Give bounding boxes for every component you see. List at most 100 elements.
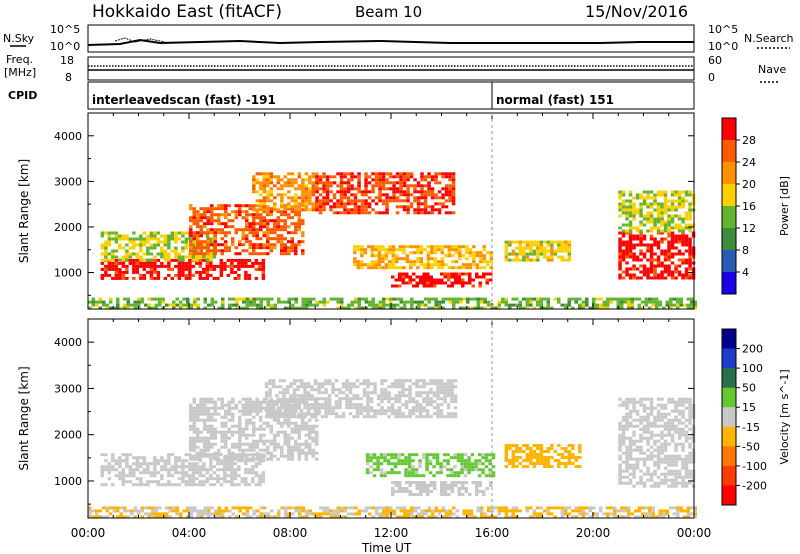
velocity-cell [192,457,196,461]
velocity-cell [621,427,626,431]
velocity-cell [125,462,129,466]
velocity-cell [653,433,657,437]
power-cell [261,261,266,265]
power-cell [266,213,270,217]
velocity-cell [192,415,196,419]
power-cell [261,264,266,268]
velocity-cell [656,460,661,464]
velocity-cell [245,427,249,431]
power-cell [149,243,154,247]
velocity-cell [333,509,337,513]
power-cell [262,222,266,226]
velocity-cell [297,457,301,461]
power-cell [283,228,287,232]
power-cell [377,263,382,267]
power-cell [111,258,115,262]
velocity-cell [663,472,668,476]
power-cell [406,184,410,188]
velocity-cell [343,509,347,513]
velocity-cell [639,445,643,449]
power-cell [343,196,347,200]
velocity-cell [224,439,228,443]
velocity-cell [347,512,351,516]
power-cell [405,254,410,258]
power-cell [266,225,270,229]
power-cell [160,264,164,268]
power-cell [451,178,456,182]
power-cell [649,217,654,221]
power-cell [444,245,448,249]
velocity-cell [227,436,231,440]
velocity-cell [202,483,206,487]
velocity-cell [88,506,92,510]
velocity-cell [203,424,207,428]
velocity-cell [453,385,458,389]
power-cell [522,252,526,256]
velocity-cell [539,459,544,462]
velocity-cell [667,418,671,422]
power-cell [635,211,640,215]
velocity-cell [663,421,668,425]
power-cell [361,297,365,301]
velocity-cell [139,471,143,475]
velocity-cell [567,444,572,447]
velocity-cell [133,506,137,510]
power-cell [634,297,638,301]
power-cell [266,208,270,212]
velocity-cell [546,465,551,468]
power-cell [297,225,301,229]
velocity-cell [670,397,675,401]
power-cell [356,266,361,270]
power-cell [489,257,494,261]
velocity-cell [245,512,249,516]
power-cell [667,249,671,253]
velocity-cell [196,409,200,413]
velocity-cell [153,480,157,484]
power-cell [684,240,689,244]
power-cell [423,178,428,182]
velocity-cell [276,421,280,425]
power-cell [567,258,572,262]
velocity-cell [660,481,664,485]
velocity-cell [268,391,272,395]
velocity-cell [189,409,193,413]
power-cell [553,252,558,256]
power-cell [448,172,452,176]
velocity-cell [618,475,622,479]
velocity-cell [324,406,328,410]
power-cell [224,222,228,226]
velocity-cell [188,465,192,469]
velocity-cell [213,436,217,440]
velocity-cell [170,453,175,457]
power-cell [364,190,368,194]
power-cell [472,257,476,261]
velocity-cell [398,484,402,487]
power-cell [219,264,224,268]
velocity-cell [418,391,423,395]
velocity-cell [301,515,305,519]
velocity-cell [422,397,426,401]
power-cell [107,234,112,238]
velocity-cell [508,447,512,450]
velocity-cell [539,444,544,447]
power-cell [448,190,452,194]
power-cell [515,258,519,262]
power-cell [497,303,501,307]
power-cell [256,297,260,301]
velocity-cell [227,406,231,410]
velocity-cell [439,388,444,392]
velocity-cell [329,512,333,516]
power-cell [434,297,438,301]
velocity-cell [366,415,370,419]
velocity-cell [170,483,175,487]
power-cell [426,266,431,270]
velocity-cell [348,406,353,410]
power-cell [656,211,661,215]
velocity-cell [688,481,692,485]
velocity-cell [515,456,519,459]
power-cell [441,205,445,209]
power-cell [160,246,164,250]
power-cell [146,249,150,253]
power-cell [447,266,452,270]
cpid-segment-label: interleavedscan (fast) -191 [92,93,276,107]
